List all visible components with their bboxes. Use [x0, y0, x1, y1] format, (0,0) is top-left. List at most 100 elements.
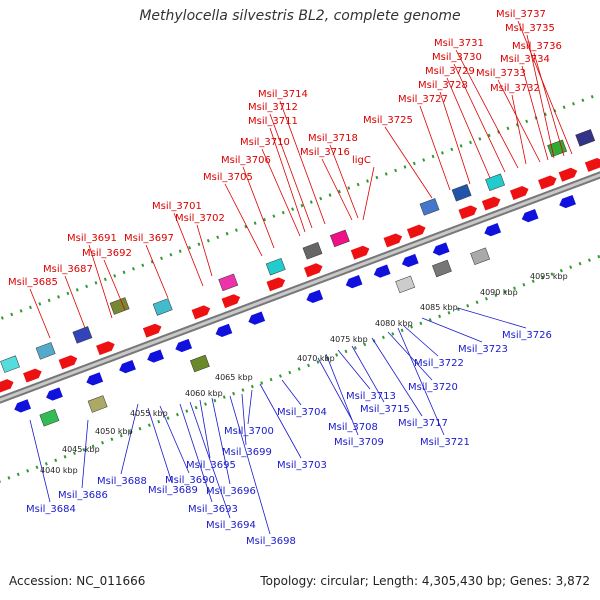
cds-reverse	[175, 338, 193, 353]
leader-line-bottom	[403, 325, 439, 357]
scale-tick-label: 4045 kbp	[62, 445, 100, 454]
leader-line-top	[145, 244, 169, 299]
leader-line-top	[29, 288, 51, 339]
cds-reverse	[432, 242, 450, 256]
cds-forward	[58, 355, 78, 370]
leader-layer	[29, 20, 573, 535]
feature-box	[575, 129, 596, 147]
leader-line-top	[196, 224, 213, 277]
leader-line-bottom	[259, 383, 302, 459]
scale-tick-label: 4090 kbp	[480, 288, 518, 297]
feature-box	[35, 342, 56, 360]
gene-label-top: Msil_3712	[248, 102, 298, 113]
cds-forward	[23, 368, 42, 383]
scale-tick-label: 4050 kbp	[95, 427, 133, 436]
gene-label-top: Msil_3687	[43, 264, 93, 275]
feature-box	[189, 354, 210, 373]
gene-label-bottom: Msil_3686	[58, 490, 108, 501]
cds-forward-arrow	[584, 157, 600, 172]
leader-line-top	[419, 105, 451, 191]
feature-box	[109, 297, 130, 315]
gene-label-bottom: Msil_3699	[222, 447, 272, 458]
cds-reverse-arrow	[46, 387, 63, 401]
cds-reverse-arrow	[345, 274, 363, 289]
leader-line-bottom	[241, 393, 247, 446]
feature-box	[302, 242, 323, 260]
gene-label-top: Msil_3691	[67, 233, 117, 244]
gene-label-bottom: Msil_3698	[246, 536, 296, 547]
cds-reverse-arrow	[401, 253, 419, 268]
cds-forward-arrow	[383, 233, 403, 248]
gene-label-top: Msil_3728	[418, 80, 468, 91]
feature-box	[485, 173, 506, 192]
gene-label-bottom: Msil_3713	[346, 391, 396, 402]
cds-reverse	[119, 359, 136, 374]
gene-label-top: Msil_3706	[221, 155, 271, 166]
feature-box	[0, 355, 20, 373]
leader-line-top	[103, 259, 126, 311]
leader-line-top	[329, 144, 359, 219]
leader-line-bottom	[159, 405, 190, 474]
gene-label-bottom: Msil_3695	[186, 460, 236, 471]
gene-label-bottom: Msil_3696	[206, 486, 256, 497]
genome-summary-text: Topology: circular; Length: 4,305,430 bp…	[260, 574, 590, 588]
map-title: Methylocella silvestris BL2, complete ge…	[139, 8, 461, 24]
cds-reverse-arrow	[14, 399, 32, 413]
label-layer: 4040 kbp 4045 kbp 4050 kbp 4055 kbp 4060 kbp…	[8, 9, 568, 547]
cds-forward-arrow	[142, 323, 162, 338]
gene-label-top: Msil_3702	[175, 213, 225, 224]
feature-box	[72, 326, 93, 344]
leader-line-top	[517, 20, 573, 155]
leader-line-bottom	[421, 317, 483, 343]
cds-reverse-arrow	[373, 264, 391, 278]
gene-label-bottom: Msil_3723	[458, 344, 508, 355]
cds-reverse-arrow	[559, 194, 576, 209]
cds-forward-arrow	[538, 175, 557, 190]
cds-forward-arrow	[350, 245, 370, 260]
leader-line-bottom	[189, 401, 231, 519]
leader-line-top	[64, 275, 86, 329]
cds-reverse-arrow	[484, 223, 502, 237]
cds-forward-arrow	[266, 277, 286, 292]
feature-box	[218, 273, 239, 292]
cds-forward	[509, 186, 529, 200]
gene-label-top: Msil_3705	[203, 172, 253, 183]
leader-line-bottom	[281, 379, 302, 406]
cds-reverse	[373, 264, 391, 278]
cds-forward	[350, 245, 370, 260]
gene-label-bottom: Msil_3703	[277, 460, 327, 471]
leader-line-bottom	[120, 403, 139, 475]
feature-box	[432, 259, 452, 278]
gene-label-bottom: Msil_3708	[328, 422, 378, 433]
leader-line-top	[455, 49, 519, 169]
gene-label-bottom: Msil_3700	[224, 426, 274, 437]
feature-box	[35, 342, 56, 360]
cds-reverse-arrow	[175, 338, 193, 353]
cds-forward-arrow	[0, 379, 14, 394]
cds-forward-arrow	[458, 205, 478, 220]
leader-line-bottom	[337, 349, 371, 390]
feature-box	[329, 229, 350, 248]
cds-forward-arrow	[509, 186, 529, 200]
leader-line-top	[242, 166, 275, 249]
feature-box	[218, 273, 239, 292]
gene-label-top: Msil_3692	[82, 248, 132, 259]
leader-line-bottom	[229, 395, 271, 535]
leader-line-bottom	[147, 407, 173, 484]
cds-reverse	[345, 274, 363, 289]
scale-tick-label: 4040 kbp	[40, 466, 78, 475]
leader-line-top	[526, 34, 555, 159]
leader-line-bottom	[397, 327, 445, 436]
cds-reverse	[86, 372, 104, 386]
cds-reverse-arrow	[86, 372, 104, 386]
gene-label-top: Msil_3727	[398, 94, 448, 105]
leader-line-bottom	[81, 419, 89, 489]
gene-label-top: Msil_3714	[258, 89, 308, 100]
leader-line-bottom	[199, 399, 211, 459]
gene-label-top: Msil_3718	[308, 133, 358, 144]
leader-line-bottom	[351, 345, 385, 403]
scale-tick-label: 4060 kbp	[185, 389, 223, 398]
leader-line-bottom	[325, 353, 359, 436]
gene-label-top: Msil_3711	[248, 116, 298, 127]
